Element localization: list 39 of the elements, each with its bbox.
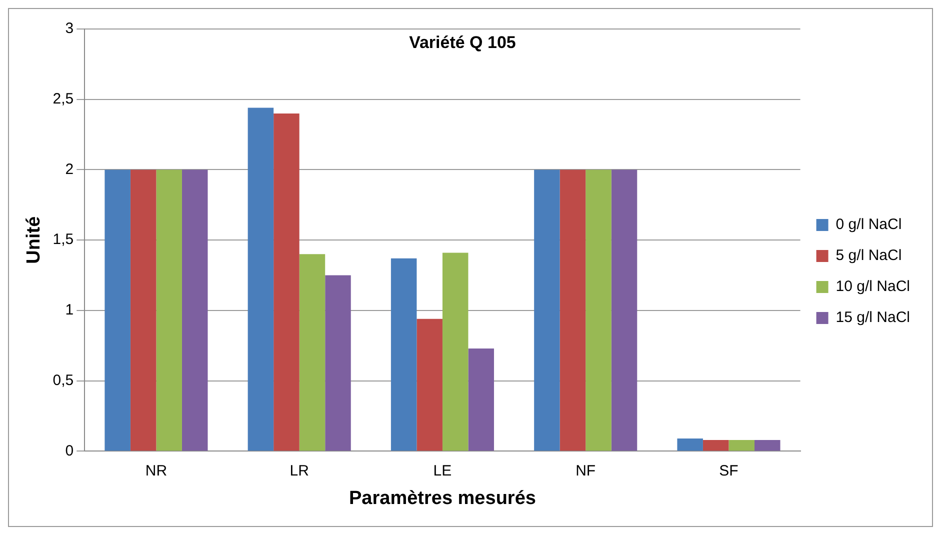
- legend-label: 10 g/l NaCl: [836, 278, 910, 296]
- y-tick-label: 2,5: [52, 90, 74, 108]
- bar: [390, 258, 417, 451]
- x-tick-label: SF: [719, 462, 738, 480]
- bar: [248, 108, 274, 451]
- bar: [728, 440, 754, 451]
- bar: [702, 440, 729, 451]
- x-tick-label: NF: [576, 462, 596, 480]
- bar: [130, 170, 156, 451]
- legend-label: 15 g/l NaCl: [836, 309, 910, 326]
- bar: [325, 275, 351, 451]
- bar: [274, 113, 300, 451]
- chart-title: Variété Q 105: [409, 33, 516, 52]
- bar: [442, 252, 468, 451]
- x-tick-label: NR: [145, 462, 168, 480]
- bar: [586, 170, 612, 451]
- bar: [416, 318, 442, 451]
- bar: [677, 438, 703, 451]
- bar: [754, 440, 780, 451]
- bar: [611, 170, 638, 451]
- y-tick-label: 0,5: [52, 372, 74, 389]
- bar: [104, 170, 130, 451]
- legend-label: 5 g/l NaCl: [836, 247, 902, 264]
- bar: [299, 254, 326, 451]
- x-axis-title: Paramètres mesurés: [348, 488, 536, 509]
- x-tick-label: LE: [433, 462, 452, 480]
- y-tick-label: 0: [65, 442, 74, 460]
- bar: [156, 170, 182, 451]
- x-tick-label: LR: [290, 462, 310, 480]
- y-tick-label: 2: [65, 160, 74, 178]
- bar: [560, 170, 586, 451]
- y-tick-label: 1: [65, 302, 74, 319]
- bar: [534, 170, 560, 451]
- bar: [182, 170, 208, 451]
- bar: [468, 348, 494, 451]
- y-tick-label: 1,5: [52, 231, 74, 248]
- y-axis-title: Unité: [24, 216, 45, 264]
- y-tick-label: 3: [65, 20, 74, 38]
- legend-label: 0 g/l NaCl: [836, 216, 902, 234]
